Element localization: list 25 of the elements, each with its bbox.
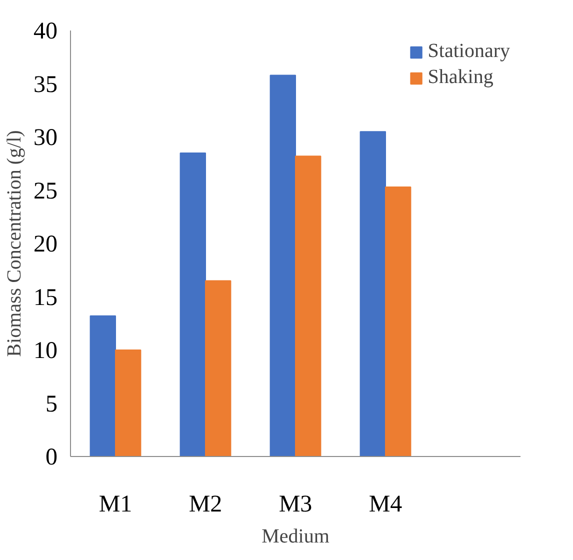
legend-label: Shaking bbox=[428, 66, 494, 89]
y-tick-label: 20 bbox=[34, 232, 58, 258]
y-tick-label: 0 bbox=[46, 444, 58, 470]
bar bbox=[115, 350, 142, 456]
y-tick-label: 15 bbox=[34, 284, 58, 311]
bar bbox=[385, 186, 412, 456]
x-tick-label: M1 bbox=[98, 492, 132, 518]
y-axis-title: Biomass Concentration (g/l) bbox=[4, 130, 26, 357]
y-tick-label: 35 bbox=[34, 72, 58, 98]
bar bbox=[270, 74, 296, 456]
bar bbox=[295, 156, 322, 456]
y-tick-label: 10 bbox=[34, 338, 58, 364]
y-tick-label: 5 bbox=[46, 391, 58, 418]
bar bbox=[180, 152, 206, 456]
x-axis-title: Medium bbox=[262, 526, 330, 548]
bar bbox=[205, 280, 232, 456]
x-tick-label: M2 bbox=[188, 492, 222, 518]
y-tick-label: 25 bbox=[34, 178, 58, 204]
bar bbox=[360, 131, 386, 456]
x-tick-label: M3 bbox=[278, 492, 312, 518]
bar bbox=[90, 315, 116, 456]
y-tick-label: 40 bbox=[34, 18, 58, 44]
legend-label: Stationary bbox=[428, 40, 510, 63]
x-tick-label: M4 bbox=[368, 492, 402, 518]
y-tick-label: 30 bbox=[34, 125, 58, 151]
